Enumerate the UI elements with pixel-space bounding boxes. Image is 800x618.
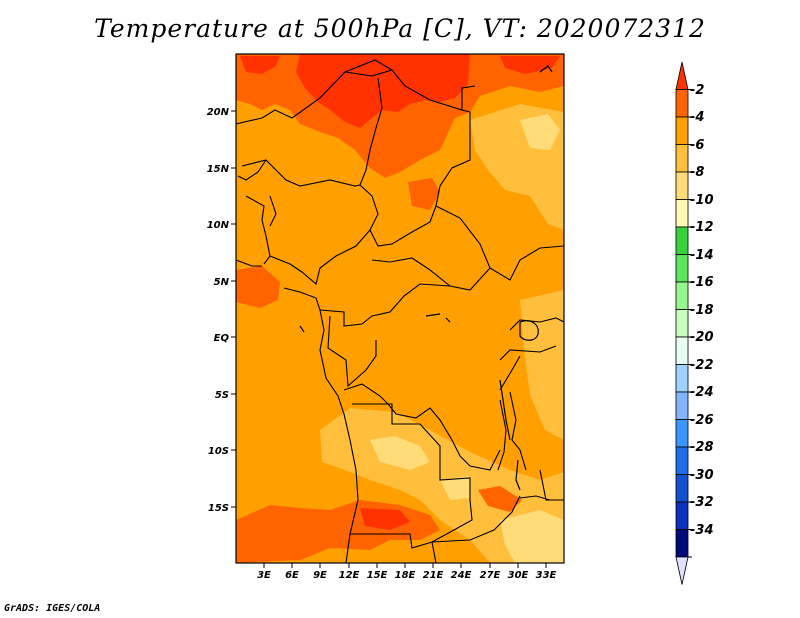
lat-label: 5N (214, 277, 230, 288)
field-patch-minus8-ne (520, 114, 560, 150)
map-frame (235, 53, 565, 564)
colorbar-segment (675, 446, 689, 475)
field-core-minus2-north (296, 54, 470, 128)
colorbar-label: -24 (690, 385, 714, 400)
colorbar-label: -18 (690, 303, 714, 318)
colorbar-segment (675, 116, 689, 145)
field-patch-minus6-east (520, 290, 564, 440)
colorbar-segment (675, 391, 689, 420)
colorbar-segment (675, 281, 689, 310)
field-patch-minus8-mid (440, 476, 470, 500)
lat-label: 5S (215, 390, 229, 401)
colorbar-label: -26 (690, 413, 714, 428)
lat-label: 15N (207, 164, 230, 175)
lon-label: 24E (451, 570, 472, 581)
field-core-minus2-nw (240, 56, 280, 74)
colorbar-label: -20 (690, 330, 714, 345)
lon-label: 3E (257, 570, 271, 581)
field-patch-minus8-se (500, 510, 564, 563)
colorbar-label: -6 (690, 138, 704, 153)
colorbar-segment (675, 254, 689, 283)
footer-credit: GrADS: IGES/COLA (4, 603, 101, 614)
colorbar-segment (675, 474, 689, 503)
colorbar-segment (675, 501, 689, 530)
colorbar-segment (675, 336, 689, 365)
lat-label: EQ (214, 333, 230, 344)
colorbar-label: -28 (690, 440, 714, 455)
colorbar-segment (675, 226, 689, 255)
colorbar-segment (675, 61, 689, 90)
colorbar-label: -8 (690, 165, 704, 180)
colorbar-label: -22 (690, 358, 714, 373)
colorbar-segment (675, 529, 689, 558)
lon-label: 21E (423, 570, 444, 581)
field-core-minus2-ne (500, 56, 560, 74)
lon-label: 18E (395, 570, 416, 581)
field-patch-minus4-west (236, 266, 280, 308)
temperature-field (236, 54, 564, 563)
lat-ticks (231, 110, 236, 508)
lon-label: 33E (536, 570, 557, 581)
colorbar-segment (675, 89, 689, 118)
lon-label: 12E (339, 570, 360, 581)
lat-label: 20N (207, 107, 230, 118)
lat-label: 15S (208, 503, 229, 514)
colorbar-label: -30 (690, 468, 714, 483)
colorbar-labels: -2 -4 -6 -8 -10 -12 -14 -16 -18 -20 -22 … (690, 83, 714, 538)
colorbar-label: -10 (690, 193, 714, 208)
colorbar-segment (675, 144, 689, 173)
lakes (299, 65, 553, 491)
lat-label: 10S (208, 446, 229, 457)
colorbar (675, 61, 692, 585)
lon-ticks (263, 563, 547, 568)
colorbar-label: -12 (690, 220, 714, 235)
colorbar-segment (675, 171, 689, 200)
field-patch-minus8-south (370, 436, 430, 470)
colorbar-label: -34 (690, 523, 714, 538)
field-patch-minus4-central (408, 178, 440, 210)
colorbar-segment (675, 309, 689, 338)
lat-labels: 20N 15N 10N 5N EQ 5S 10S 15S (207, 107, 230, 514)
lat-label: 10N (207, 220, 230, 231)
chart-title: Temperature at 500hPa [C], VT: 202007231… (94, 14, 706, 43)
lon-labels: 3E 6E 9E 12E 15E 18E 21E 24E 27E 30E 33E (257, 570, 556, 581)
field-patch-minus4-se (478, 486, 522, 512)
colorbar-label: -2 (690, 83, 704, 98)
lon-label: 9E (313, 570, 327, 581)
colorbar-label: -16 (690, 275, 714, 290)
colorbar-segment (675, 419, 689, 448)
field-patch-minus2-sw (360, 508, 410, 530)
country-borders (236, 59, 564, 563)
colorbar-segment (675, 364, 689, 393)
lon-label: 27E (480, 570, 501, 581)
colorbar-label: -14 (690, 248, 714, 263)
colorbar-segment (675, 556, 689, 585)
lon-label: 6E (285, 570, 299, 581)
colorbar-segment (675, 199, 689, 228)
lon-label: 30E (508, 570, 529, 581)
colorbar-label: -32 (690, 495, 714, 510)
colorbar-label: -4 (690, 110, 704, 125)
lon-label: 15E (367, 570, 388, 581)
